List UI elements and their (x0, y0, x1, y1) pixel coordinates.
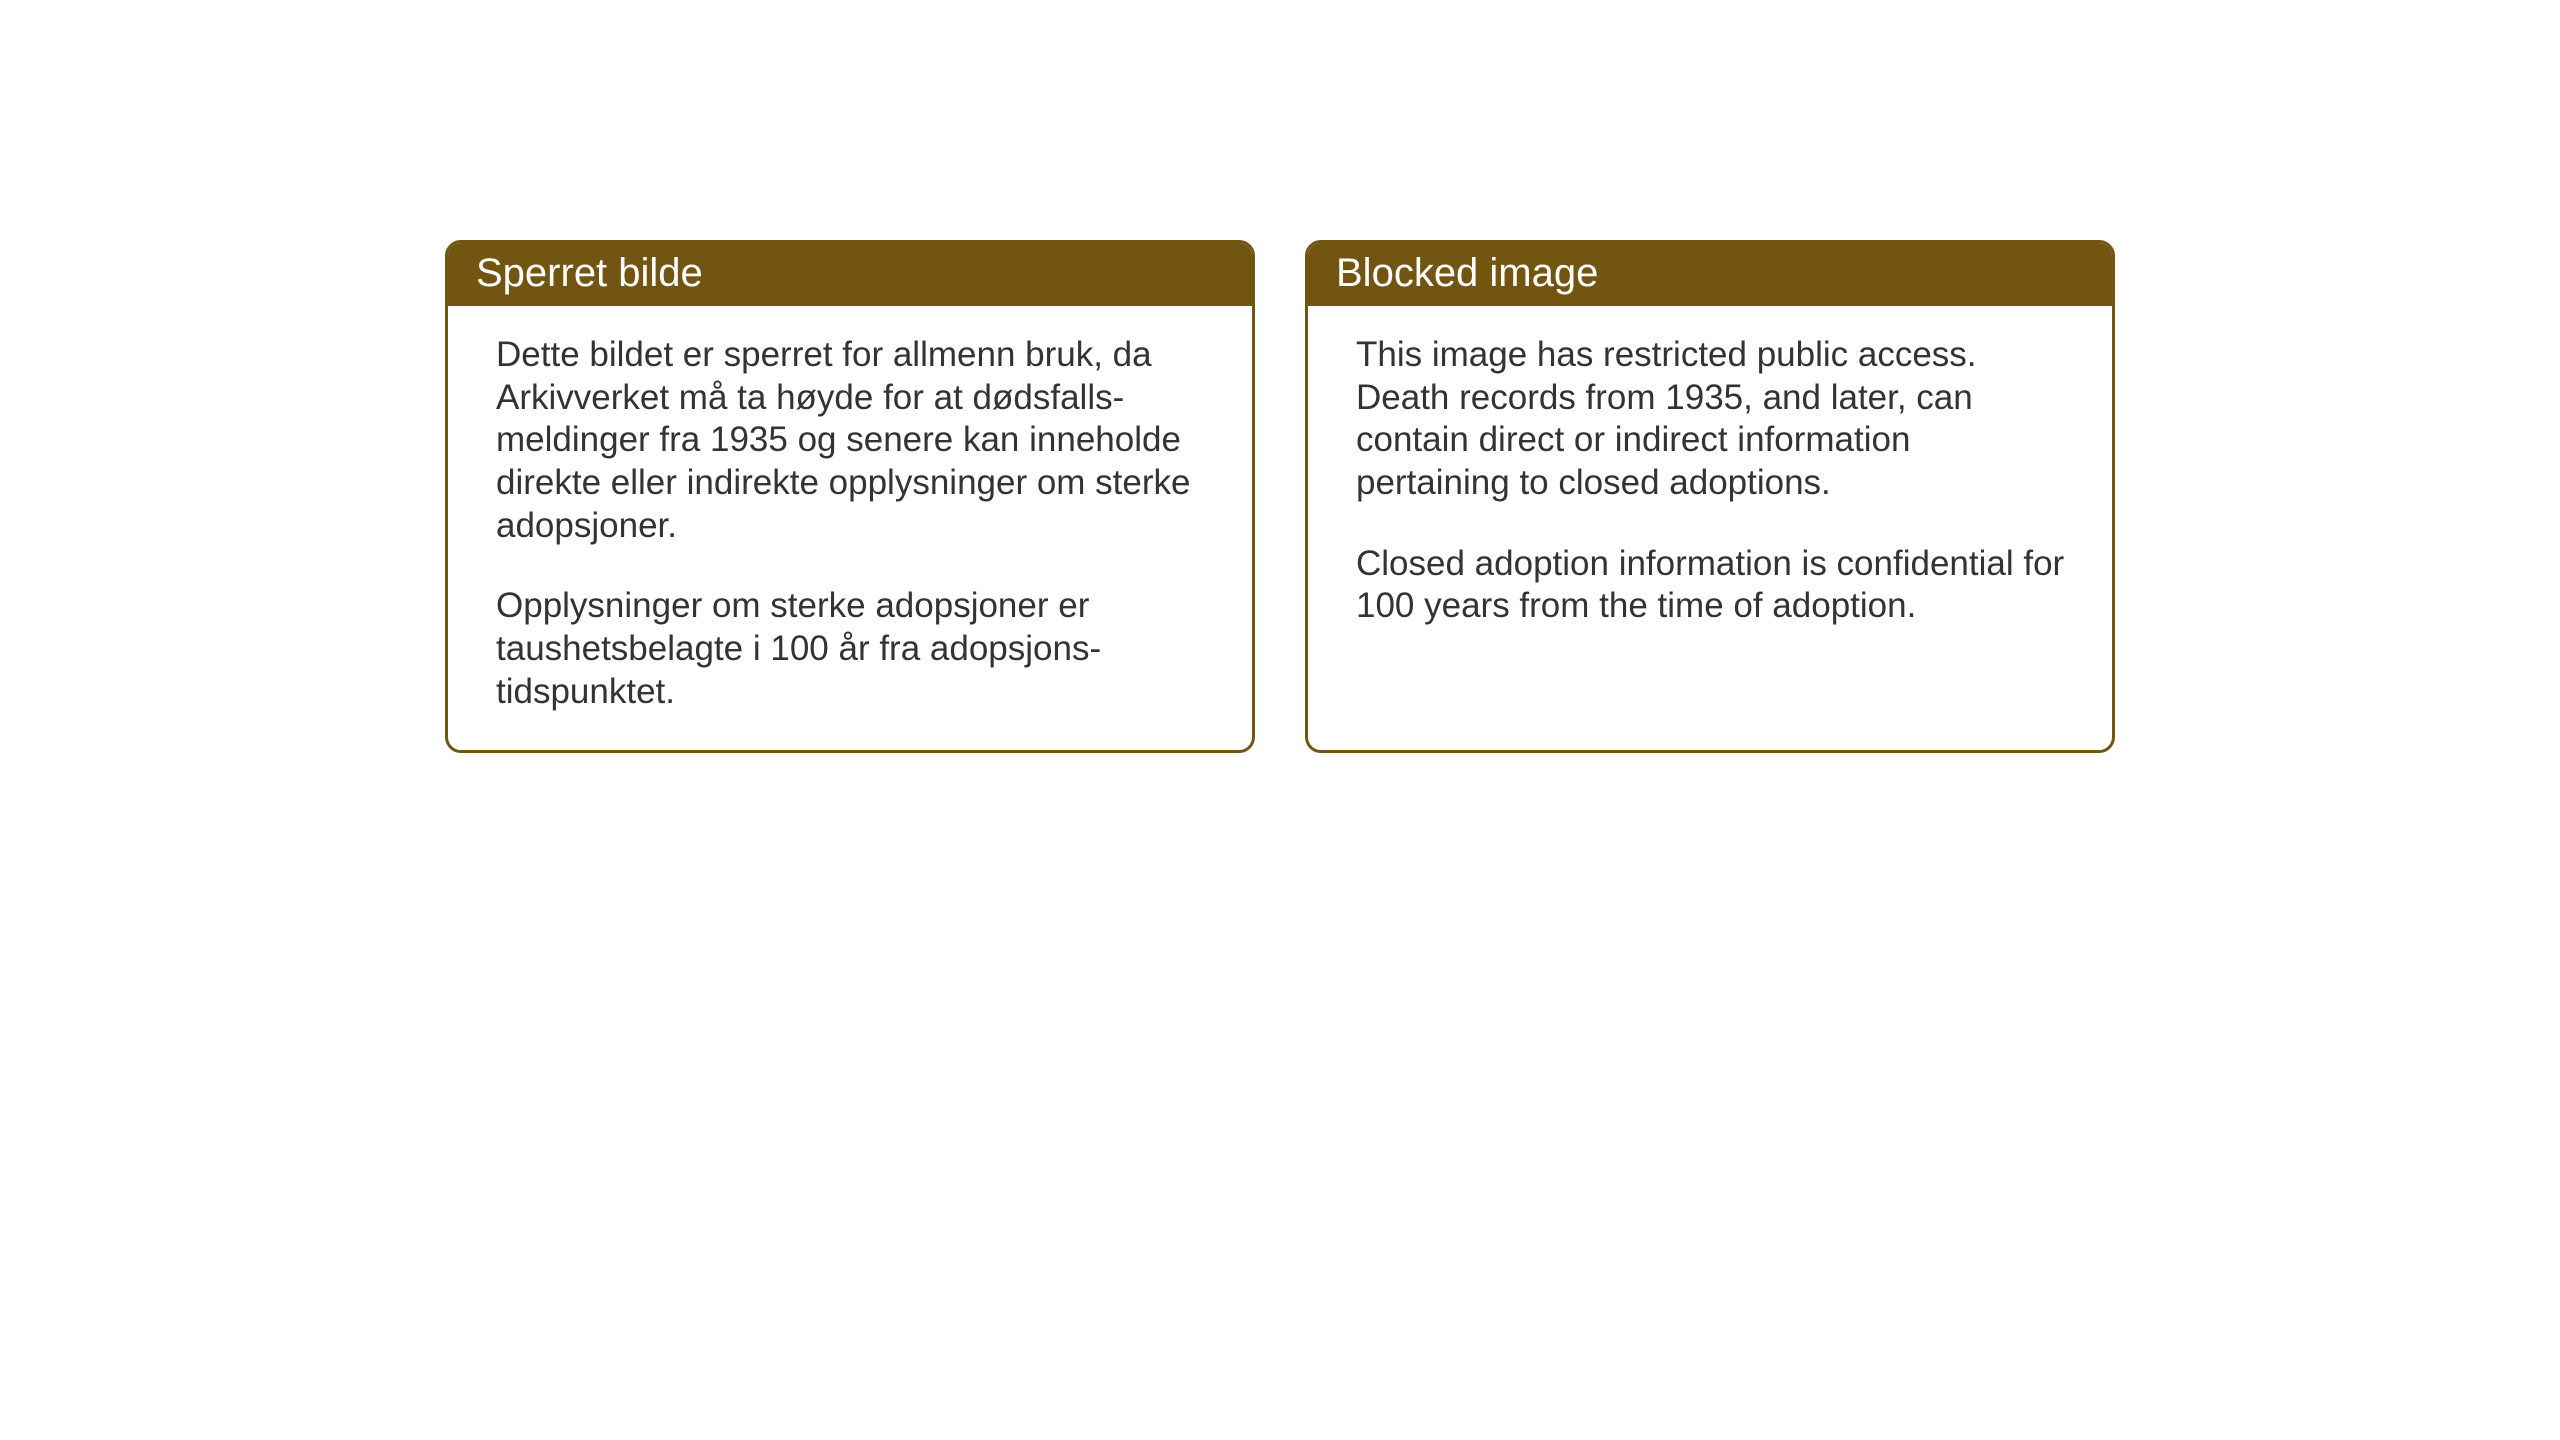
english-notice-card: Blocked image This image has restricted … (1305, 240, 2115, 753)
english-paragraph-1: This image has restricted public access.… (1356, 334, 2072, 505)
norwegian-notice-card: Sperret bilde Dette bildet er sperret fo… (445, 240, 1255, 753)
notice-container: Sperret bilde Dette bildet er sperret fo… (0, 0, 2560, 753)
english-card-body: This image has restricted public access.… (1308, 306, 2112, 746)
english-paragraph-2: Closed adoption information is confident… (1356, 543, 2072, 628)
norwegian-paragraph-2: Opplysninger om sterke adopsjoner er tau… (496, 585, 1212, 713)
english-card-title: Blocked image (1308, 243, 2112, 306)
norwegian-card-body: Dette bildet er sperret for allmenn bruk… (448, 306, 1252, 750)
norwegian-paragraph-1: Dette bildet er sperret for allmenn bruk… (496, 334, 1212, 547)
norwegian-card-title: Sperret bilde (448, 243, 1252, 306)
